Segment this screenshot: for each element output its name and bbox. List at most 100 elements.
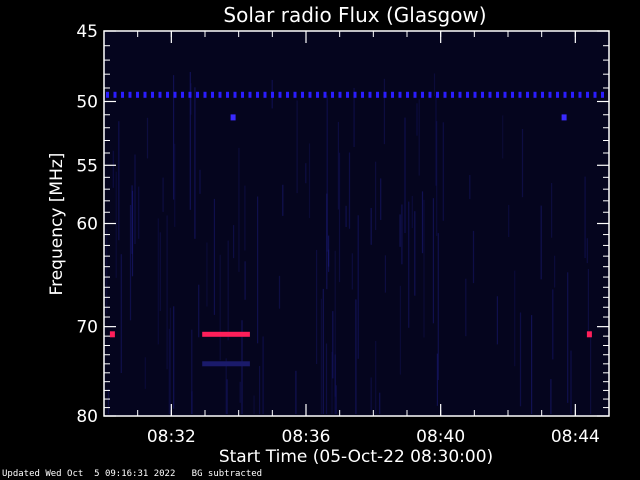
interference-dash bbox=[451, 91, 454, 98]
noise-streak bbox=[259, 366, 261, 414]
interference-dash bbox=[293, 91, 297, 98]
noise-streak bbox=[408, 201, 410, 328]
interference-dash bbox=[428, 91, 432, 98]
noise-streak bbox=[219, 254, 221, 361]
interference-dash bbox=[383, 91, 387, 98]
y-tick-label: 50 bbox=[76, 93, 98, 113]
noise-streak bbox=[166, 215, 168, 370]
noise-streak bbox=[173, 306, 175, 409]
noise-streak bbox=[169, 307, 171, 414]
interference-dash bbox=[331, 91, 334, 98]
noise-streak bbox=[157, 218, 159, 345]
interference-dash bbox=[518, 91, 522, 98]
interference-dash bbox=[211, 91, 214, 98]
interference-dash bbox=[113, 91, 117, 98]
noise-streak bbox=[370, 377, 372, 410]
interference-dash bbox=[458, 91, 462, 98]
interference-dash bbox=[316, 91, 319, 98]
noise-streak bbox=[282, 184, 284, 216]
noise-streak bbox=[502, 115, 504, 159]
noise-streak bbox=[521, 129, 524, 198]
interference-dash bbox=[473, 91, 477, 98]
noise-streak bbox=[554, 255, 556, 288]
interference-dash bbox=[556, 91, 559, 98]
interference-dash bbox=[398, 91, 402, 98]
noise-streak bbox=[418, 99, 420, 176]
noise-streak bbox=[436, 121, 438, 236]
noise-streak bbox=[514, 270, 516, 367]
interference-dash bbox=[181, 91, 184, 98]
x-tick-label: 08:36 bbox=[282, 427, 331, 447]
updated-timestamp: Updated Wed Oct 5 09:16:31 2022 bbox=[2, 469, 176, 479]
noise-streak bbox=[162, 177, 164, 212]
noise-streak bbox=[375, 341, 377, 414]
noise-streak bbox=[404, 117, 406, 233]
noise-streak bbox=[399, 214, 401, 247]
y-tick-label: 80 bbox=[76, 407, 98, 427]
noise-streak bbox=[379, 392, 381, 414]
noise-streak bbox=[496, 296, 498, 345]
noise-streak bbox=[552, 289, 554, 360]
interference-dash bbox=[218, 91, 222, 98]
interference-dash bbox=[158, 91, 162, 98]
noise-streak bbox=[225, 358, 227, 414]
noise-streak bbox=[134, 154, 136, 244]
signal-spot bbox=[561, 114, 567, 121]
interference-dash bbox=[481, 91, 484, 98]
interference-dash bbox=[106, 91, 109, 98]
y-axis-label: Frequency [MHz] bbox=[47, 153, 67, 296]
y-axis: 45 50 55 60 70 80 bbox=[76, 22, 609, 427]
interference-dash bbox=[563, 91, 567, 98]
noise-streak bbox=[436, 353, 438, 406]
noise-streak bbox=[198, 284, 200, 338]
noise-streak bbox=[337, 121, 339, 210]
y-tick-label: 45 bbox=[76, 22, 98, 42]
noise-streak bbox=[411, 195, 413, 229]
interference-dash bbox=[346, 91, 349, 98]
noise-streak bbox=[353, 87, 355, 147]
noise-streak bbox=[567, 272, 569, 403]
noise-streak bbox=[120, 254, 122, 373]
noise-streak bbox=[351, 253, 353, 290]
interference-dash bbox=[413, 91, 417, 98]
noise-streak bbox=[168, 328, 170, 414]
noise-streak bbox=[465, 278, 467, 337]
noise-streak bbox=[194, 87, 196, 239]
chart-title: Solar radio Flux (Glasgow) bbox=[223, 3, 486, 27]
interference-dash bbox=[376, 91, 379, 98]
interference-dash bbox=[128, 91, 132, 98]
noise-streak bbox=[316, 249, 318, 364]
interference-dash bbox=[338, 91, 342, 98]
noise-streak bbox=[469, 175, 471, 200]
signal-spot bbox=[230, 114, 236, 121]
interference-dash bbox=[443, 91, 447, 98]
interference-dash bbox=[368, 91, 372, 98]
interference-dash bbox=[278, 91, 282, 98]
signal-spot bbox=[586, 331, 592, 338]
interference-dash bbox=[256, 91, 259, 98]
interference-dash bbox=[586, 91, 589, 98]
noise-streak bbox=[233, 225, 235, 259]
x-tick-label: 08:40 bbox=[416, 427, 465, 447]
interference-dash bbox=[271, 91, 274, 98]
signal-band bbox=[202, 361, 250, 367]
interference-dash bbox=[436, 91, 439, 98]
noise-streak bbox=[414, 211, 416, 296]
noise-streak bbox=[305, 163, 307, 184]
interference-dash bbox=[571, 91, 574, 98]
noise-streak bbox=[199, 169, 201, 194]
noise-streak bbox=[551, 183, 553, 238]
noise-streak bbox=[423, 199, 425, 338]
bg-subtracted-note: BG subtracted bbox=[191, 469, 263, 479]
background-noise bbox=[106, 72, 592, 414]
noise-streak bbox=[144, 357, 146, 389]
noise-streak bbox=[129, 205, 132, 321]
noise-streak bbox=[239, 381, 241, 403]
interference-dash bbox=[496, 91, 499, 98]
interference-dash bbox=[263, 91, 267, 98]
y-tick-label: 55 bbox=[76, 156, 98, 176]
noise-streak bbox=[375, 161, 377, 230]
noise-streak bbox=[508, 204, 510, 237]
noise-streak bbox=[244, 185, 246, 251]
interference-dash bbox=[121, 91, 124, 98]
